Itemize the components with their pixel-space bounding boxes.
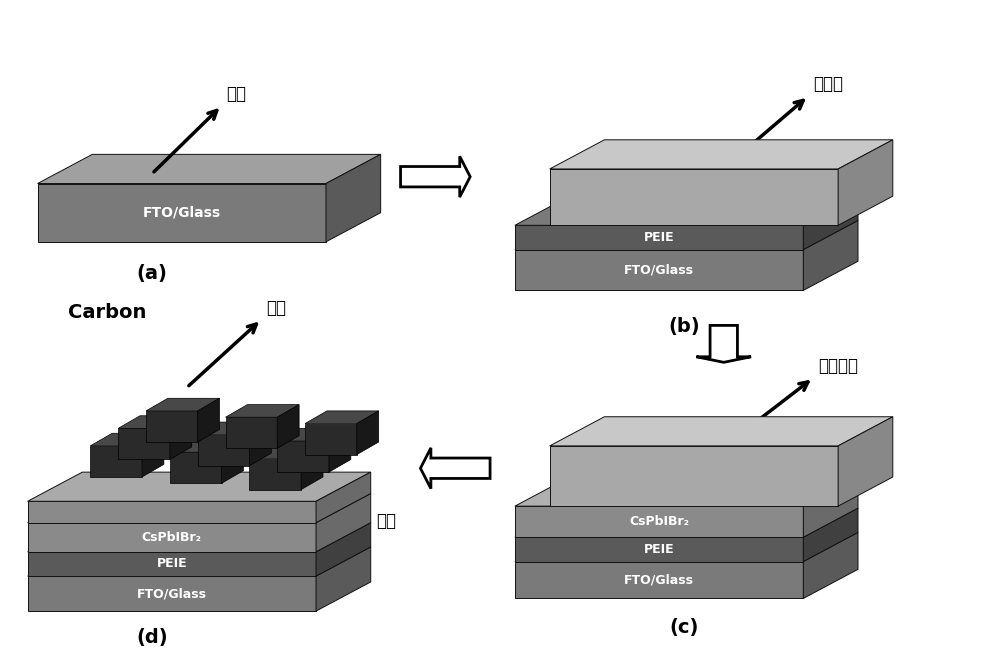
Polygon shape (515, 477, 858, 506)
Polygon shape (515, 249, 803, 290)
Polygon shape (90, 446, 142, 477)
Text: FTO/Glass: FTO/Glass (143, 206, 221, 219)
Polygon shape (118, 416, 192, 428)
Polygon shape (249, 458, 301, 490)
Polygon shape (515, 537, 803, 562)
Polygon shape (142, 434, 164, 477)
Polygon shape (146, 398, 220, 411)
Text: Carbon: Carbon (68, 303, 146, 322)
Polygon shape (222, 439, 243, 483)
Text: 光活性层: 光活性层 (818, 357, 858, 375)
Text: 阳极: 阳极 (376, 512, 396, 530)
Polygon shape (357, 411, 379, 454)
Polygon shape (316, 547, 371, 611)
Polygon shape (226, 404, 299, 417)
Polygon shape (28, 547, 371, 576)
Polygon shape (38, 184, 326, 242)
Polygon shape (838, 417, 893, 506)
Text: (d): (d) (136, 628, 168, 646)
Polygon shape (515, 196, 858, 225)
Polygon shape (170, 452, 222, 483)
Polygon shape (28, 523, 371, 552)
Polygon shape (28, 523, 316, 552)
Polygon shape (277, 404, 299, 449)
Text: (a): (a) (137, 264, 167, 283)
Text: 修饰层: 修饰层 (813, 75, 843, 93)
Polygon shape (28, 501, 316, 523)
Polygon shape (118, 428, 170, 460)
Polygon shape (249, 446, 323, 458)
Polygon shape (198, 398, 220, 442)
Text: (c): (c) (669, 618, 699, 637)
Polygon shape (329, 428, 351, 472)
Polygon shape (420, 448, 490, 489)
Polygon shape (305, 424, 357, 454)
Text: FTO/Glass: FTO/Glass (137, 587, 207, 600)
Polygon shape (550, 446, 838, 506)
Text: PEIE: PEIE (157, 557, 187, 570)
Polygon shape (28, 493, 371, 523)
Polygon shape (515, 508, 858, 537)
Polygon shape (38, 154, 381, 184)
Polygon shape (316, 523, 371, 576)
Polygon shape (277, 428, 351, 441)
Polygon shape (803, 533, 858, 598)
Polygon shape (170, 416, 192, 460)
Polygon shape (803, 477, 858, 537)
Polygon shape (515, 533, 858, 562)
Polygon shape (226, 417, 277, 449)
Text: FTO/Glass: FTO/Glass (624, 574, 694, 587)
Polygon shape (28, 472, 371, 501)
Text: 阴极: 阴极 (266, 299, 286, 316)
Polygon shape (170, 439, 243, 452)
Polygon shape (28, 552, 316, 576)
Text: (b): (b) (668, 316, 700, 336)
Polygon shape (277, 441, 329, 472)
Polygon shape (550, 417, 893, 446)
Polygon shape (838, 140, 893, 225)
Polygon shape (515, 221, 858, 249)
Polygon shape (90, 434, 164, 446)
Polygon shape (316, 493, 371, 552)
Polygon shape (696, 326, 751, 363)
Polygon shape (198, 435, 249, 466)
Polygon shape (198, 422, 271, 435)
Polygon shape (550, 169, 838, 225)
Polygon shape (249, 422, 271, 466)
Text: 衁底: 衁底 (227, 85, 247, 103)
Polygon shape (515, 562, 803, 598)
Polygon shape (316, 472, 371, 523)
Polygon shape (146, 411, 198, 442)
Polygon shape (305, 411, 379, 424)
Polygon shape (515, 225, 803, 249)
Polygon shape (301, 446, 323, 490)
Text: PEIE: PEIE (644, 231, 674, 244)
Polygon shape (803, 196, 858, 249)
Text: CsPbIBr₂: CsPbIBr₂ (629, 515, 689, 528)
Polygon shape (803, 221, 858, 290)
Polygon shape (803, 508, 858, 562)
Text: FTO/Glass: FTO/Glass (624, 264, 694, 277)
Polygon shape (28, 576, 316, 611)
Polygon shape (515, 506, 803, 537)
Polygon shape (550, 140, 893, 169)
Text: PEIE: PEIE (644, 543, 674, 556)
Polygon shape (326, 154, 381, 242)
Polygon shape (401, 156, 470, 197)
Text: CsPbIBr₂: CsPbIBr₂ (142, 531, 202, 544)
